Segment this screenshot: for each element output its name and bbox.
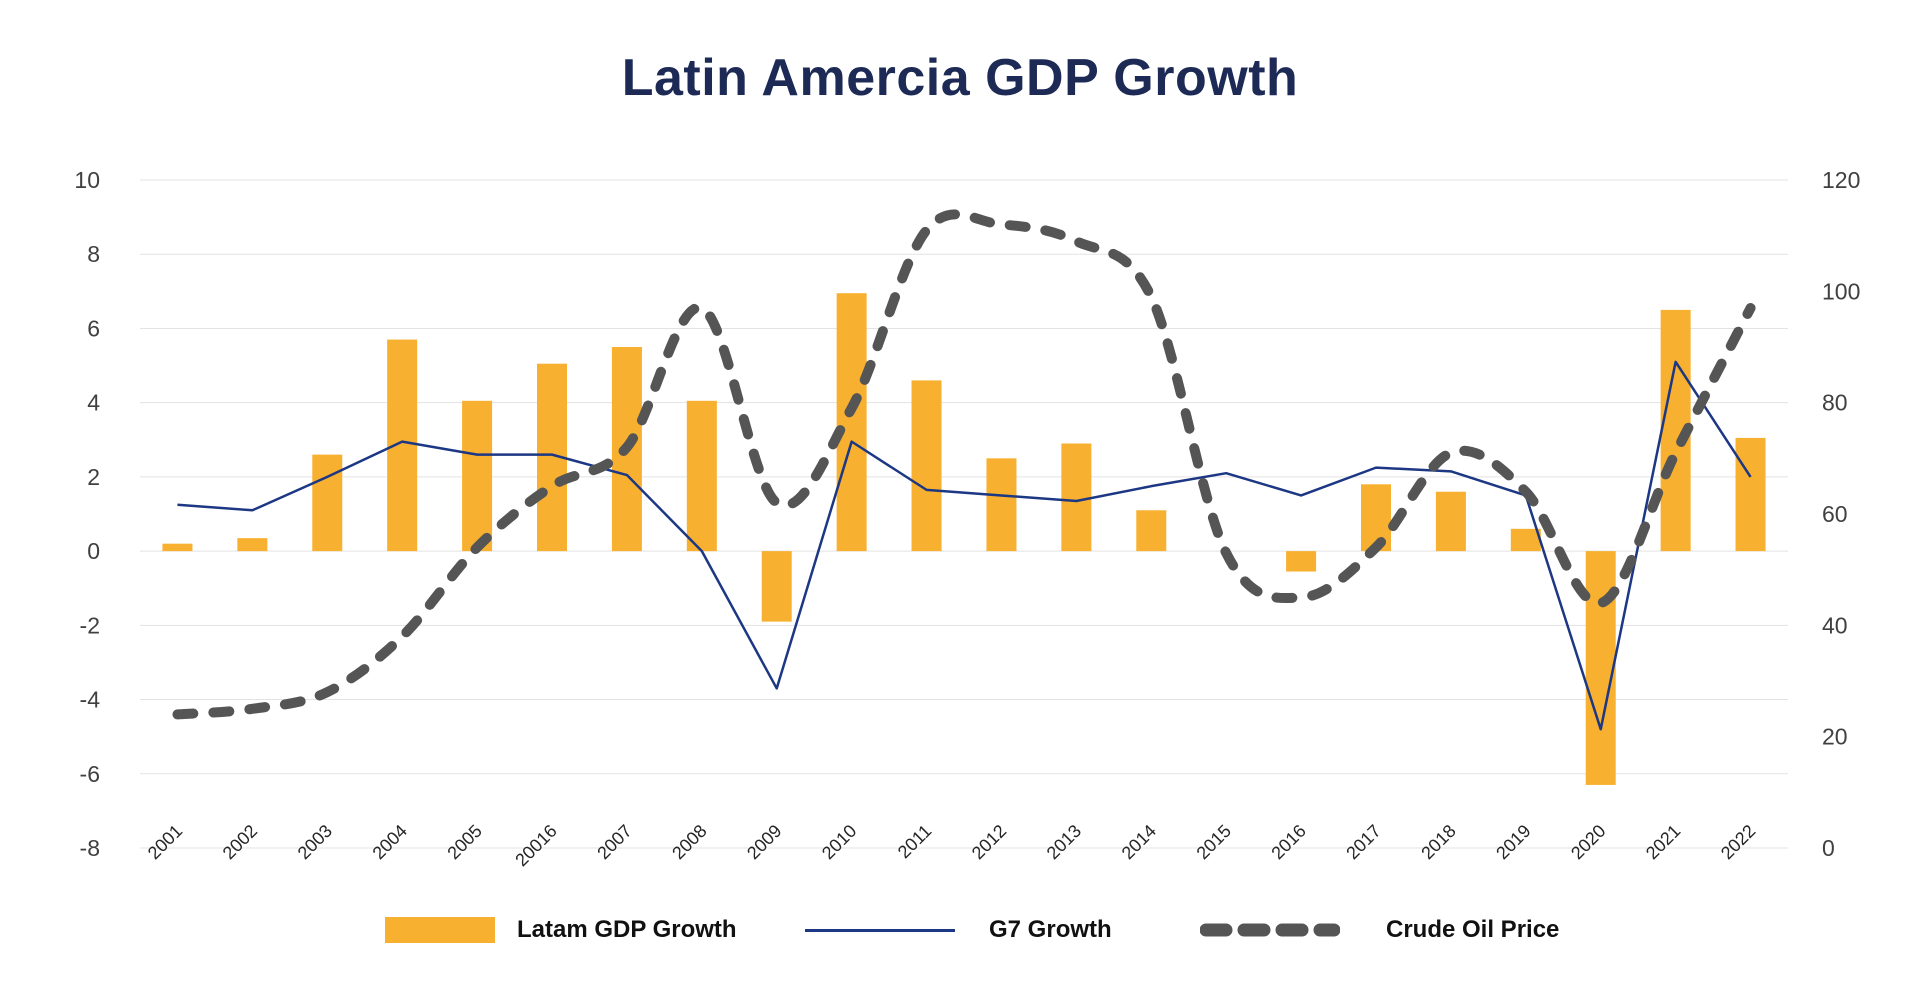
legend-item-g7: G7 Growth [805, 905, 1112, 955]
y-tick-right: 60 [1822, 501, 1848, 527]
bar [761, 551, 792, 622]
bar [1361, 484, 1391, 552]
legend: Latam GDP Growth G7 Growth Crude Oil Pri… [0, 905, 1920, 955]
y-tick-left: -4 [80, 687, 101, 713]
y-tick-right: 100 [1822, 278, 1860, 304]
y-tick-left: 8 [87, 241, 100, 267]
line-crude-oil [172, 209, 1756, 720]
gridlines [140, 179, 1788, 849]
x-tick-label: 2010 [818, 821, 860, 863]
x-tick-label: 2015 [1193, 821, 1235, 863]
legend-swatch-bar [385, 917, 495, 943]
bar [1585, 551, 1616, 785]
legend-label-latam: Latam GDP Growth [517, 916, 737, 943]
bar [462, 400, 493, 552]
line-g7-growth [177, 360, 1752, 731]
y-tick-right: 40 [1822, 612, 1848, 638]
x-tick-label: 20016 [511, 821, 561, 871]
legend-label-oil: Crude Oil Price [1386, 916, 1560, 943]
x-tick-label: 2008 [668, 821, 710, 863]
y-axis-right: 120 100 80 60 40 20 0 [1822, 167, 1860, 861]
series-line-g7 [177, 360, 1752, 731]
bar [1510, 528, 1541, 552]
chart-title: Latin Amercia GDP Growth [621, 49, 1299, 107]
x-tick-label: 2020 [1567, 821, 1609, 863]
x-tick-label: 2004 [369, 821, 411, 863]
y-tick-right: 80 [1822, 390, 1848, 416]
y-tick-left: -2 [80, 612, 100, 638]
x-tick-label: 2001 [144, 821, 186, 863]
bar [911, 380, 942, 552]
x-tick-label: 2022 [1717, 821, 1759, 863]
bars-latam-gdp [162, 293, 1766, 785]
y-tick-left: -6 [80, 761, 100, 787]
y-tick-left: -8 [80, 835, 100, 861]
y-tick-left: 2 [87, 464, 100, 490]
y-tick-right: 20 [1822, 724, 1848, 750]
x-tick-label: 2003 [294, 821, 336, 863]
bar [312, 454, 343, 552]
x-tick-label: 2009 [743, 821, 785, 863]
y-tick-right: 0 [1822, 835, 1835, 861]
series-line-oil [172, 209, 1756, 720]
legend-swatch-dashed [1200, 923, 1340, 937]
x-tick-label: 2013 [1043, 821, 1085, 863]
x-tick-label: 2002 [219, 821, 261, 863]
x-tick-label: 2016 [1267, 821, 1309, 863]
x-tick-label: 2012 [968, 821, 1010, 863]
legend-item-latam: Latam GDP Growth [385, 905, 737, 955]
bar [1061, 443, 1092, 552]
bar [836, 293, 867, 552]
legend-label-g7: G7 Growth [989, 916, 1112, 943]
bar [1735, 437, 1766, 552]
x-tick-label: 2017 [1342, 821, 1384, 863]
x-tick-label: 2007 [593, 821, 635, 863]
x-tick-label: 2014 [1118, 821, 1160, 863]
x-tick-label: 2018 [1417, 821, 1459, 863]
bar [162, 543, 193, 552]
x-axis-labels: 2001 2002 2003 2004 2005 20016 2007 2008 2009 201… [144, 821, 1760, 871]
y-axis-left: 10 8 6 4 2 0 -2 -4 -6 -8 [74, 167, 100, 861]
y-tick-left: 0 [87, 538, 100, 564]
y-tick-left: 4 [87, 390, 100, 416]
bar [1286, 551, 1317, 572]
x-tick-label: 2019 [1492, 821, 1534, 863]
legend-item-oil: Crude Oil Price [1200, 905, 1559, 955]
bar [1435, 491, 1466, 552]
x-tick-label: 2021 [1642, 821, 1684, 863]
x-tick-label: 2011 [894, 821, 936, 863]
bar [986, 458, 1017, 552]
bar [237, 538, 268, 552]
y-tick-left: 10 [74, 167, 100, 193]
legend-swatch-line [805, 928, 955, 932]
bar [1136, 510, 1167, 552]
x-tick-label: 2005 [443, 821, 485, 863]
bar [686, 400, 717, 552]
y-tick-right: 120 [1822, 167, 1860, 193]
y-tick-left: 6 [87, 315, 100, 341]
